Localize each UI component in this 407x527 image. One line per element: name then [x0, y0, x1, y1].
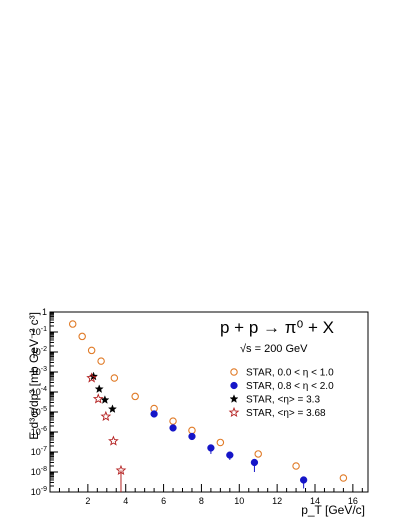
data-point [299, 476, 308, 484]
x-tick-label: 16 [348, 496, 358, 506]
data-point [87, 346, 96, 355]
data-point [292, 462, 300, 470]
x-tick-label: 6 [161, 496, 166, 506]
data-point [169, 424, 177, 432]
data-point [86, 372, 98, 383]
y-tick-label: 10-6 [31, 426, 47, 437]
data-point [131, 392, 139, 401]
legend-marker [229, 394, 239, 403]
axis-ticks [50, 311, 363, 493]
data-point [68, 320, 77, 328]
data-point [169, 417, 177, 425]
x-tick-label: 4 [123, 496, 128, 506]
legend-label: STAR, 0.0 < η < 1.0 [246, 368, 334, 379]
energy-label: √s = 200 GeV [240, 343, 308, 355]
y-tick-label: 10-8 [31, 466, 47, 477]
data-point [250, 458, 259, 467]
legend-marker [228, 406, 240, 418]
data-point [188, 426, 196, 435]
legend-marker [230, 381, 238, 390]
x-tick-label: 12 [272, 496, 282, 506]
legend-label: STAR, <η> = 3.68 [246, 408, 326, 419]
legend: STAR, 0.0 < η < 1.0 STAR, 0.8 < η < 2.0 ST… [228, 368, 334, 419]
x-tick-label: 8 [199, 496, 204, 506]
data-point [97, 357, 105, 365]
data-point [150, 410, 158, 418]
x-tick-label: 14 [310, 496, 320, 506]
data-point [115, 464, 127, 475]
data-point [216, 438, 225, 447]
y-tick-label: 10-1 [31, 326, 47, 337]
y-tick-label: 10-3 [31, 366, 47, 377]
data-point [108, 435, 119, 446]
data-point [110, 374, 119, 382]
data-point [226, 451, 234, 459]
y-tick-label: 10-2 [31, 346, 47, 357]
data-point [92, 393, 104, 404]
x-axis-title: p_T [GeV/c] [301, 503, 365, 517]
y-tick-label: 10-9 [31, 486, 47, 497]
y-axis-title: E d³σ/dp³ [mb GeV⁻² c³] [27, 312, 41, 440]
error-bars [120, 447, 305, 492]
y-tick-label: 1 [42, 307, 47, 317]
data-point [339, 474, 348, 482]
reaction-label: p + p → π⁰ + X [220, 318, 334, 337]
data-point [207, 444, 215, 452]
data-point [254, 450, 262, 458]
y-tick-label: 10-7 [31, 446, 47, 457]
data-point [100, 410, 112, 422]
axis-tick-labels: 2 4 6 8 10 12 14 16 1 10-1 10-2 10-3 10-4 10-5 10-6 10-… [31, 307, 358, 506]
plot-frame [49, 311, 369, 493]
x-tick-label: 10 [234, 496, 244, 506]
y-tick-label: 10-5 [31, 406, 47, 417]
y-tick-label: 10-4 [31, 386, 47, 397]
data-markers [68, 320, 348, 484]
data-point [107, 404, 117, 413]
x-tick-label: 2 [85, 496, 90, 506]
legend-marker [230, 368, 238, 376]
data-point [94, 384, 104, 393]
data-point [100, 395, 110, 404]
legend-label: STAR, 0.8 < η < 2.0 [246, 381, 334, 392]
data-point [188, 432, 196, 441]
data-point [78, 332, 86, 341]
legend-label: STAR, <η> = 3.3 [246, 395, 320, 406]
